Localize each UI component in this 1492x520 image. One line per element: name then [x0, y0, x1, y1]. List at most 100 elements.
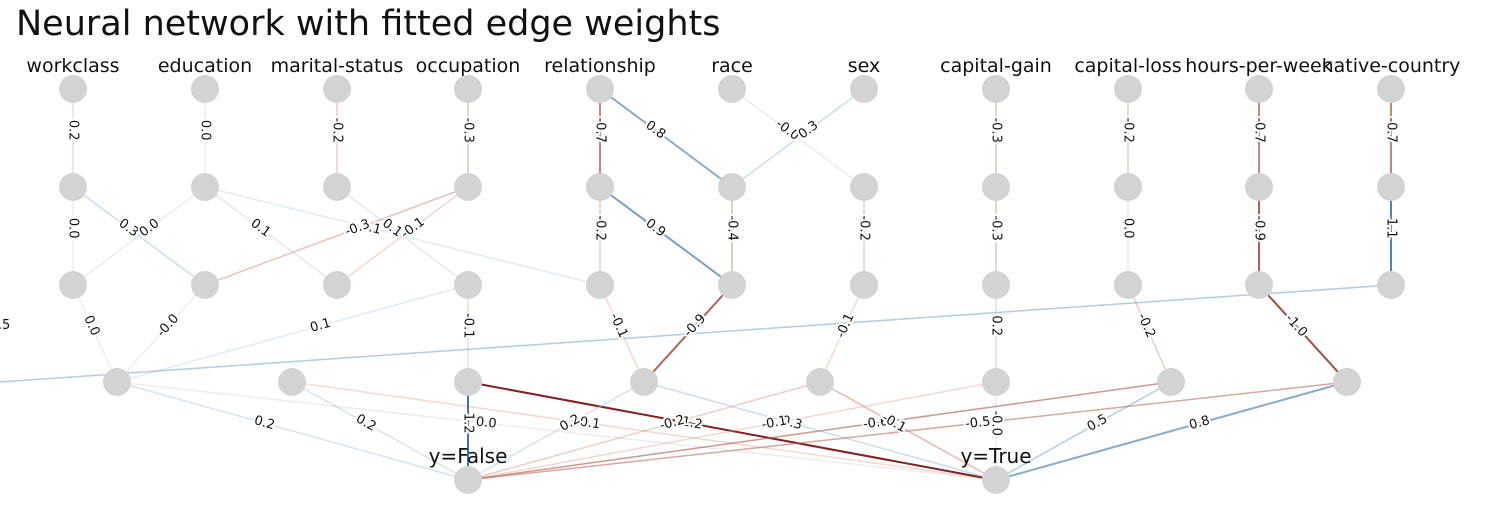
- edge-weight-label: 0.2: [66, 120, 81, 141]
- edge: [995, 381, 1348, 481]
- edge-weight-label: 0.5: [0, 318, 10, 333]
- hidden-node: [850, 271, 878, 299]
- edge-weight-label: -0.2: [658, 413, 686, 434]
- edge-weight-label-halo: -0.5: [964, 414, 991, 432]
- edge: [467, 381, 1172, 481]
- edge-weight-label: 0.9: [643, 216, 669, 240]
- edge: [819, 284, 865, 383]
- input-node: [586, 75, 614, 103]
- hidden-node: [718, 173, 746, 201]
- edge-weight-label: 0.1: [359, 218, 383, 238]
- hidden-node: [454, 173, 482, 201]
- edge-weight-label: 0.3: [780, 413, 804, 433]
- edge: [116, 381, 469, 481]
- edge-weight-label-halo: 0.2: [66, 120, 81, 141]
- hidden-node: [59, 173, 87, 201]
- edge-weight-label: 0.1: [309, 316, 333, 336]
- hidden-node: [586, 173, 614, 201]
- edge-weight-label: -0.2: [1121, 117, 1136, 142]
- edge: [336, 186, 469, 286]
- input-feature-label: education: [158, 55, 252, 77]
- edge-weight-label: -0.3: [989, 215, 1004, 240]
- hidden-node: [850, 173, 878, 201]
- edge-weight-label: 0.1: [248, 216, 274, 240]
- input-feature-label: occupation: [416, 55, 521, 77]
- edge: [467, 381, 645, 481]
- edge: [116, 284, 206, 383]
- edge-weight-label: -0.1: [760, 413, 788, 432]
- edge: [467, 381, 821, 481]
- edge: [467, 381, 997, 481]
- edge: [599, 88, 733, 188]
- edge-weight-label: -0.1: [833, 311, 857, 340]
- edge-weight-label-halo: -0.7: [1384, 117, 1399, 142]
- input-node: [982, 75, 1010, 103]
- edge-weight-label-halo: -0.2: [857, 215, 872, 240]
- edge-weight-label-halo: -0.3: [461, 117, 476, 142]
- edge: [0, 284, 1392, 383]
- edge-weight-label: 1.2: [461, 413, 476, 434]
- hidden-node: [1245, 271, 1273, 299]
- edges-group: [0, 88, 1392, 481]
- edge-weight-label: -0.0: [989, 410, 1004, 435]
- edge: [336, 186, 469, 286]
- edge-weight-label-halo: -0.1: [760, 413, 788, 432]
- input-node: [1245, 75, 1273, 103]
- edge-weight-label: -0.4: [725, 215, 740, 240]
- edge-weight-label: 0.0: [80, 313, 102, 338]
- edge-weight-label: 0.0: [475, 415, 497, 432]
- edge-weight-label: 0.2: [353, 412, 378, 435]
- edge-weight-label-halo: 0.0: [1121, 218, 1136, 239]
- hidden-node: [630, 368, 658, 396]
- hidden-node: [806, 368, 834, 396]
- hidden-node: [323, 173, 351, 201]
- edge-weight-label: -0.7: [1252, 117, 1267, 142]
- edge-weight-label-halo: 0.2: [989, 315, 1004, 336]
- input-feature-label: workclass: [26, 55, 119, 77]
- edge: [291, 381, 997, 481]
- hidden-node: [1114, 173, 1142, 201]
- edge: [819, 381, 997, 481]
- edge-weight-label: 0.5: [1085, 412, 1110, 435]
- edge-weight-label-halo: -0.4: [725, 215, 740, 240]
- edge-weight-label: -0.3: [989, 117, 1004, 142]
- edge-weight-label: -0.7: [593, 117, 608, 142]
- edge-weight-label: -0.2: [593, 215, 608, 240]
- hidden-node: [103, 368, 131, 396]
- edge: [599, 284, 645, 383]
- hidden-node: [1333, 368, 1361, 396]
- output-class-label: y=False: [429, 444, 508, 468]
- edge-weight-label: -0.2: [1134, 311, 1158, 340]
- edge-weight-label-halo: 0.1: [359, 218, 383, 238]
- hidden-node: [1157, 368, 1185, 396]
- input-feature-label: hours-per-week: [1185, 55, 1332, 77]
- edge: [72, 284, 118, 383]
- edge-weight-label-halo: -0.9: [1252, 215, 1267, 240]
- input-node: [59, 75, 87, 103]
- hidden-node: [59, 271, 87, 299]
- edge-weight-label: -0.6: [862, 414, 889, 432]
- edge-weight-label-halo: 0.0: [475, 415, 497, 432]
- edge: [467, 381, 997, 481]
- input-feature-label: capital-loss: [1074, 55, 1181, 77]
- hidden-node: [278, 368, 306, 396]
- edge-weight-label-halo: -0.2: [330, 117, 345, 142]
- edge-weight-label-halo: -0.2: [1121, 117, 1136, 142]
- edge-weight-label: 0.0: [66, 218, 81, 239]
- edge-weight-label-halo: -0.7: [593, 117, 608, 142]
- edge: [204, 186, 469, 286]
- input-node: [191, 75, 219, 103]
- input-node: [718, 75, 746, 103]
- input-feature-label: native-country: [1322, 55, 1461, 77]
- hidden-node: [586, 271, 614, 299]
- input-feature-label: capital-gain: [940, 55, 1052, 77]
- edge: [1258, 284, 1348, 383]
- hidden-node: [1377, 271, 1405, 299]
- edge-weight-label-halo: -0.6: [862, 414, 889, 432]
- input-feature-label: marital-status: [271, 55, 404, 77]
- edge: [204, 186, 601, 286]
- edge-weight-label: 0.8: [1188, 413, 1212, 433]
- edge-weight-label: 0.2: [252, 413, 276, 433]
- edge-weight-label: 0.8: [643, 118, 669, 142]
